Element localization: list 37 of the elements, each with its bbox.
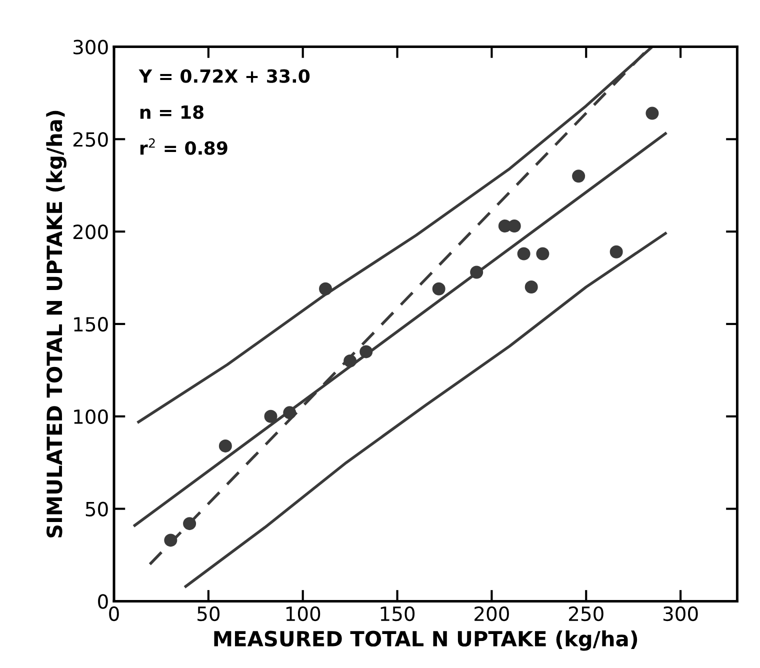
point	[470, 266, 484, 279]
x-tick-label: 250	[568, 606, 604, 622]
line-series	[184, 232, 667, 588]
x-tick-label: 200	[474, 606, 509, 622]
point	[319, 282, 332, 296]
x-tick-label: 150	[380, 606, 415, 622]
annotation: n = 18	[140, 105, 204, 119]
point	[344, 354, 357, 368]
point	[218, 439, 232, 452]
x-tick-label: 50	[198, 606, 220, 622]
x-tick-label: 0	[109, 606, 119, 622]
point	[164, 534, 178, 547]
point	[264, 410, 278, 423]
point	[610, 245, 623, 258]
y-tick-label: 200	[73, 224, 108, 240]
x-tick-label: 100	[286, 606, 320, 622]
point	[360, 345, 373, 358]
annotation: r$^{2}$ = 0.89	[140, 138, 228, 155]
point	[517, 247, 530, 260]
y-tick-label: 250	[73, 132, 108, 147]
y-tick-label: 0	[98, 594, 108, 609]
y-tick-label: 100	[74, 409, 108, 424]
point	[432, 282, 446, 296]
point	[283, 406, 296, 420]
point	[572, 170, 586, 183]
annotation: Y = 0.72X + 33.0	[138, 69, 310, 83]
y-axis-title: SIMULATED TOTAL N UPTAKE (kg/ha)	[46, 110, 66, 538]
y-tick-label: 50	[86, 502, 108, 516]
x-axis-title: MEASURED TOTAL N UPTAKE (kg/ha)	[214, 630, 638, 651]
y-tick-label: 150	[74, 316, 108, 332]
point	[508, 220, 521, 233]
point	[183, 517, 196, 530]
point	[524, 280, 538, 294]
point	[646, 106, 659, 120]
x-tick-label: 300	[663, 606, 698, 622]
point	[536, 247, 550, 260]
y-tick-label: 300	[74, 40, 108, 54]
